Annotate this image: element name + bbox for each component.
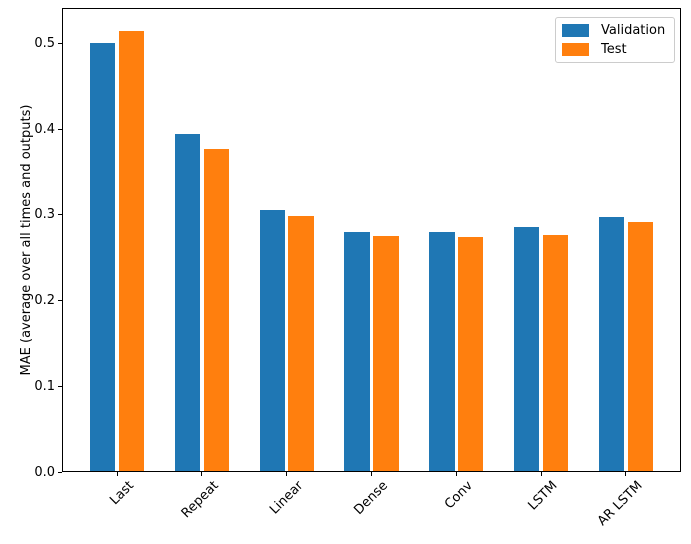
legend-label-validation: Validation	[601, 23, 666, 38]
bar-test-lstm	[542, 234, 569, 472]
y-tick-label: 0.3	[34, 207, 55, 223]
x-tick-label: Linear	[267, 478, 307, 518]
x-tick-mark	[625, 472, 627, 476]
bar-validation-dense	[344, 232, 370, 472]
y-tick-mark	[58, 385, 62, 387]
bar-test-linear	[288, 215, 314, 472]
y-tick-mark	[58, 128, 62, 130]
y-tick-label: 0.0	[34, 464, 55, 480]
legend-entry-test: Test	[562, 43, 668, 56]
x-tick-mark	[540, 472, 542, 476]
y-tick-mark	[58, 214, 62, 216]
bar-validation-repeat	[174, 133, 201, 472]
y-tick-label: 0.4	[34, 121, 55, 137]
x-tick-label: Conv	[442, 478, 477, 513]
x-tick-label: Last	[107, 478, 138, 509]
y-tick-label: 0.1	[34, 378, 55, 394]
bar-validation-ar-lstm	[598, 216, 625, 472]
y-tick-label: 0.2	[34, 293, 55, 309]
bar-test-ar-lstm	[627, 221, 654, 472]
bar-validation-conv	[429, 232, 455, 472]
x-tick-label: Repeat	[178, 478, 222, 522]
x-tick-label: AR LSTM	[595, 478, 646, 530]
x-tick-mark	[286, 472, 288, 476]
bar-validation-lstm	[513, 226, 540, 472]
validation-color-swatch	[562, 24, 589, 37]
x-tick-mark	[371, 472, 372, 476]
x-tick-label: Dense	[351, 478, 392, 518]
bar-test-repeat	[203, 148, 230, 472]
bar-test-dense	[373, 235, 399, 472]
y-tick-mark	[58, 43, 62, 45]
legend-entry-validation: Validation	[562, 24, 668, 37]
y-tick-mark	[58, 300, 62, 302]
test-color-swatch	[562, 43, 589, 56]
x-tick-mark	[201, 472, 203, 476]
y-tick-mark	[58, 471, 62, 473]
legend: Validation Test	[555, 17, 675, 63]
legend-label-test: Test	[601, 42, 627, 57]
y-tick-label: 0.5	[34, 36, 55, 52]
bar-validation-linear	[259, 209, 285, 472]
plot-area	[62, 8, 681, 472]
bar-test-last	[118, 30, 145, 472]
bar-validation-last	[89, 42, 116, 472]
bar-test-conv	[457, 237, 484, 472]
x-tick-mark	[455, 472, 457, 476]
x-tick-mark	[116, 472, 118, 476]
y-axis-label: MAE (average over all times and outputs)	[19, 104, 34, 376]
x-tick-label: LSTM	[525, 478, 561, 514]
